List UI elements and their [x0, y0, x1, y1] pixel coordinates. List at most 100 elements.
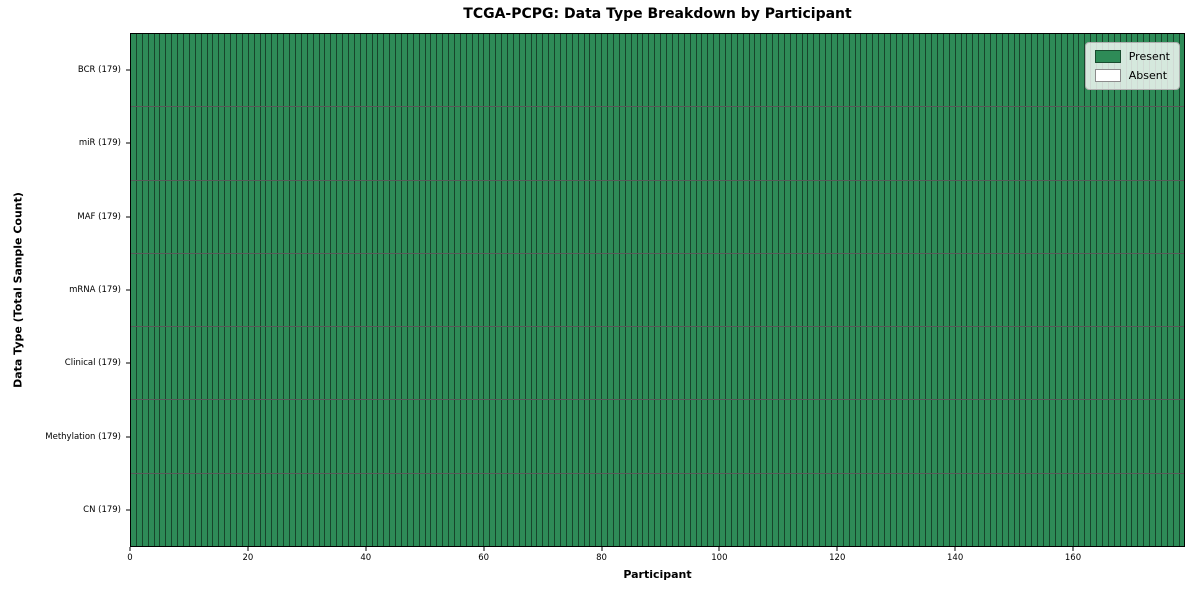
heatmap-cell — [136, 473, 143, 546]
heatmap-cell — [1014, 327, 1021, 400]
heatmap-cell — [991, 253, 997, 327]
heatmap-cell — [1108, 327, 1115, 400]
heatmap-cell — [231, 180, 238, 253]
heatmap-cell — [991, 400, 997, 473]
heatmap-cell — [667, 400, 673, 473]
heatmap-cell — [566, 473, 573, 546]
heatmap-cell — [237, 107, 243, 180]
heatmap-cell — [1114, 400, 1121, 473]
heatmap-cell — [478, 34, 485, 107]
heatmap-cell — [702, 327, 709, 400]
heatmap-cell — [967, 327, 974, 400]
heatmap-cell — [1167, 473, 1174, 546]
heatmap-cell — [1173, 253, 1180, 327]
heatmap-cell — [484, 180, 491, 253]
heatmap-cell — [1179, 400, 1185, 473]
heatmap-cell — [1055, 327, 1062, 400]
heatmap-cell — [142, 473, 149, 546]
heatmap-cell — [837, 107, 844, 180]
heatmap-cell — [761, 107, 768, 180]
heatmap-cell — [643, 400, 650, 473]
heatmap-cell — [136, 327, 143, 400]
heatmap-cell — [843, 180, 850, 253]
heatmap-cell — [755, 473, 762, 546]
heatmap-cell — [914, 327, 921, 400]
y-tick-mark — [126, 142, 130, 144]
heatmap-cell — [708, 107, 715, 180]
heatmap-cell — [778, 107, 785, 180]
heatmap-cell — [1161, 107, 1168, 180]
heatmap-cell — [755, 107, 762, 180]
heatmap-cell — [549, 253, 556, 327]
heatmap-cell — [1020, 400, 1027, 473]
heatmap-cell — [1085, 253, 1092, 327]
heatmap-cell — [826, 107, 832, 180]
heatmap-cell — [231, 327, 238, 400]
heatmap-cell — [802, 400, 809, 473]
heatmap-cell — [643, 34, 650, 107]
heatmap-cell — [896, 107, 903, 180]
heatmap-cell — [1102, 107, 1109, 180]
heatmap-cell — [537, 34, 544, 107]
heatmap-cell — [295, 107, 302, 180]
heatmap-cell — [837, 327, 844, 400]
heatmap-cell — [578, 327, 585, 400]
heatmap-cell — [1132, 400, 1139, 473]
heatmap-cell — [1138, 473, 1145, 546]
heatmap-cell — [1114, 253, 1121, 327]
heatmap-cell — [260, 253, 267, 327]
heatmap-cell — [337, 327, 344, 400]
heatmap-cell — [172, 107, 179, 180]
heatmap-cell — [1132, 327, 1139, 400]
heatmap-cell — [1055, 253, 1062, 327]
heatmap-cell — [678, 473, 685, 546]
heatmap-cell — [572, 327, 579, 400]
heatmap-cell — [861, 473, 868, 546]
heatmap-cell — [637, 34, 644, 107]
heatmap-row — [131, 180, 1185, 254]
heatmap-cell — [242, 400, 249, 473]
heatmap-cell — [508, 34, 514, 107]
heatmap-cell — [896, 327, 903, 400]
heatmap-cell — [773, 400, 779, 473]
heatmap-cell — [979, 473, 986, 546]
heatmap-cell — [284, 34, 291, 107]
heatmap-cell — [449, 400, 455, 473]
heatmap-cell — [1138, 253, 1145, 327]
heatmap-cell — [690, 473, 697, 546]
heatmap-cell — [189, 107, 196, 180]
heatmap-cell — [508, 327, 514, 400]
heatmap-cell — [237, 253, 243, 327]
heatmap-cell — [513, 327, 520, 400]
heatmap-cell — [631, 180, 638, 253]
heatmap-cell — [496, 327, 503, 400]
heatmap-cell — [584, 327, 591, 400]
heatmap-cell — [649, 253, 656, 327]
heatmap-cell — [307, 107, 314, 180]
heatmap-cell — [879, 34, 885, 107]
heatmap-cell — [490, 34, 497, 107]
heatmap-cell — [1008, 327, 1015, 400]
heatmap-cell — [502, 473, 508, 546]
heatmap-cell — [1079, 180, 1086, 253]
heatmap-cell — [1155, 107, 1162, 180]
heatmap-cell — [1150, 400, 1156, 473]
heatmap-cell — [831, 327, 838, 400]
heatmap-cell — [902, 180, 909, 253]
heatmap-cell — [166, 473, 173, 546]
heatmap-cell — [248, 400, 255, 473]
y-tick-mark — [126, 436, 130, 438]
heatmap-cell — [761, 400, 768, 473]
heatmap-cell — [555, 327, 562, 400]
heatmap-cell — [885, 473, 891, 546]
heatmap-cell — [1020, 107, 1027, 180]
heatmap-cell — [295, 327, 302, 400]
heatmap-cell — [790, 180, 797, 253]
heatmap-cell — [637, 180, 644, 253]
heatmap-cell — [831, 253, 838, 327]
heatmap-cell — [178, 253, 185, 327]
heatmap-cell — [290, 107, 296, 180]
heatmap-cell — [1067, 107, 1074, 180]
heatmap-cell — [731, 327, 738, 400]
heatmap-cell — [867, 473, 874, 546]
